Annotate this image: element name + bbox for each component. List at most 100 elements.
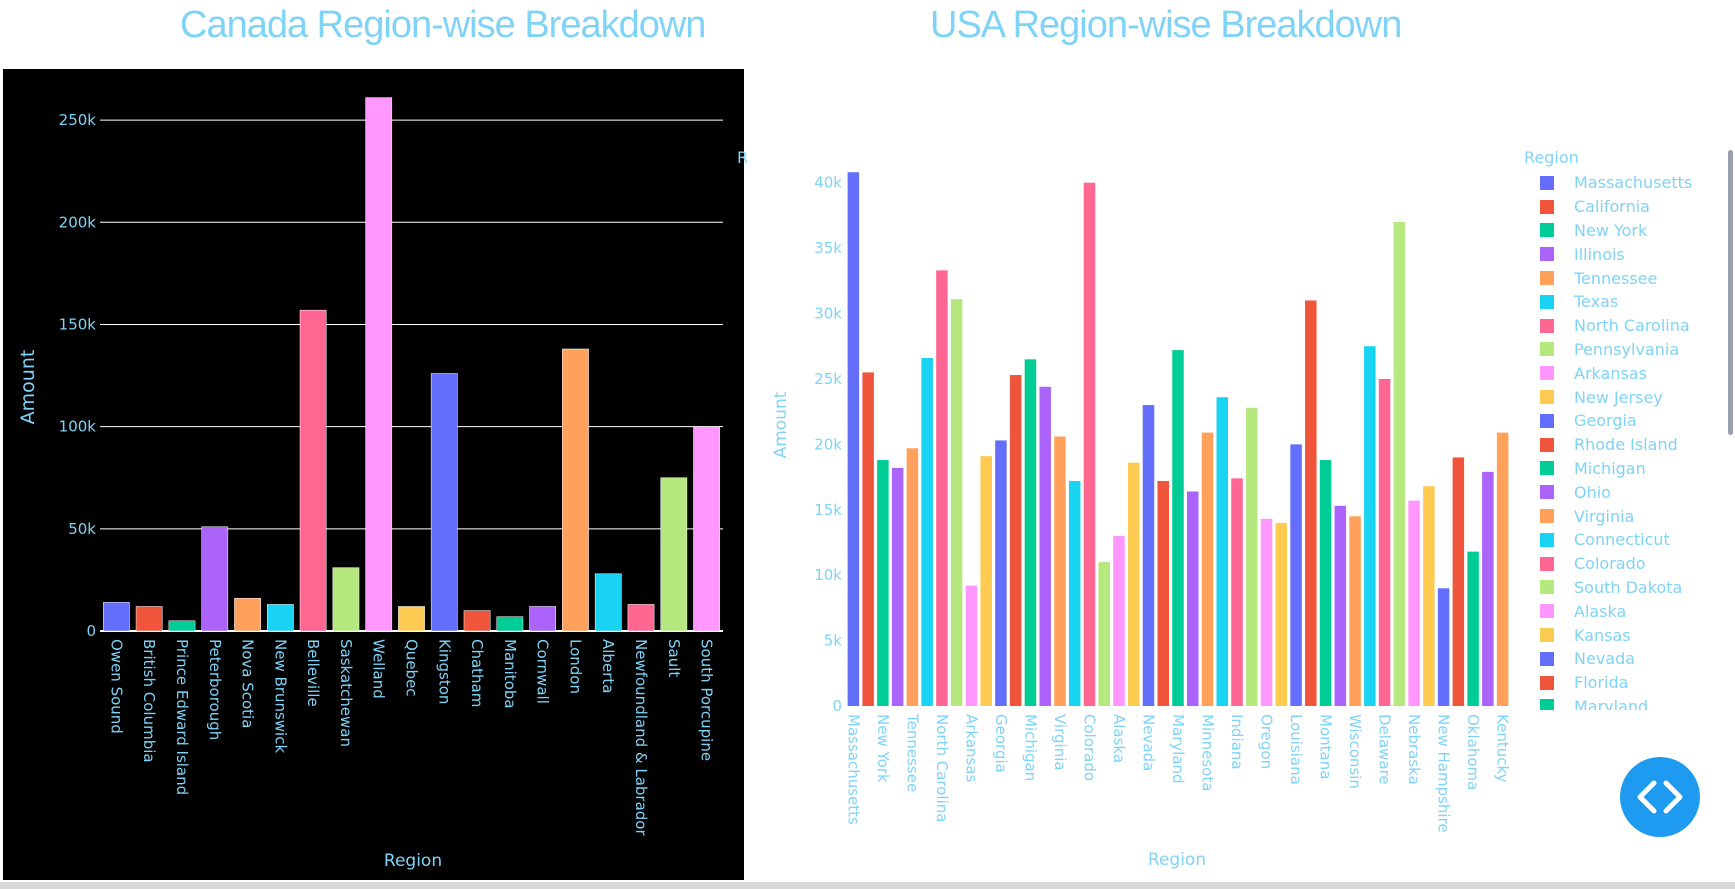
canada-bar [398,606,425,632]
usa-bar [1319,460,1332,706]
legend-scrollbar[interactable] [1728,150,1733,435]
usa-legend-label: Texas [1574,292,1619,312]
usa-legend-swatch [1540,485,1554,500]
usa-legend-label: Michigan [1574,458,1646,478]
usa-x-tick-label: Colorado [1080,714,1098,781]
usa-y-tick-label: 25k [814,370,842,388]
usa-legend-swatch [1540,366,1554,381]
usa-x-tick-label: Louisiana [1287,714,1305,785]
canada-bar [562,348,589,632]
usa-legend-item[interactable]: Arkansas [1524,361,1724,385]
usa-legend-item[interactable]: Rhode Island [1524,433,1724,457]
canada-bar [529,606,557,632]
horizontal-scrollbar[interactable] [0,882,1735,889]
code-toggle-button[interactable] [1620,757,1700,837]
usa-legend-item[interactable]: Florida [1524,671,1724,695]
canada-x-tick-label: Saskatchewan [337,639,355,747]
usa-legend-item[interactable]: Tennessee [1524,266,1724,290]
usa-legend-item[interactable]: Kansas [1524,623,1724,647]
canada-bar [135,606,163,632]
usa-legend-item[interactable]: Pennsylvania [1524,338,1724,362]
usa-bar [921,358,933,706]
usa-legend-swatch [1540,604,1554,619]
usa-legend-label: New York [1574,220,1648,240]
usa-bar [1172,350,1184,706]
canada-bar [365,97,393,632]
canada-x-tick-label: British Columbia [140,639,158,763]
usa-bar [1201,432,1214,706]
usa-legend-title: Region [1524,148,1579,167]
canada-x-tick-label: Manitoba [501,639,519,709]
usa-legend-item[interactable]: Illinois [1524,242,1724,266]
usa-legend-label: Florida [1574,673,1629,693]
usa-chart-title: USA Region-wise Breakdown [930,4,1402,46]
usa-legend-item[interactable]: Georgia [1524,409,1724,433]
usa-legend-label: California [1574,197,1650,217]
usa-legend-label: Connecticut [1574,530,1670,550]
usa-x-tick-label: Oklahoma [1464,714,1482,790]
usa-legend-swatch [1540,532,1554,547]
canada-x-tick-label: Owen Sound [107,639,125,734]
canada-x-tick-label: Chatham [468,639,486,707]
usa-legend-swatch [1540,223,1554,238]
usa-legend-item[interactable]: Maryland [1524,695,1724,710]
usa-y-tick-label: 5k [824,632,843,650]
usa-legend-item[interactable]: Virginia [1524,504,1724,528]
usa-legend-swatch [1540,342,1554,357]
usa-legend-item[interactable]: Alaska [1524,599,1724,623]
usa-bar [1216,397,1229,706]
usa-legend-item[interactable]: Connecticut [1524,528,1724,552]
usa-x-tick-label: Indiana [1228,714,1246,770]
usa-legend-swatch [1540,556,1554,571]
usa-legend-swatch [1540,247,1554,262]
canada-x-tick-label: London [566,639,584,694]
usa-legend-label: Nevada [1574,649,1636,669]
usa-bar [995,440,1007,706]
canada-y-tick-label: 250k [59,111,97,129]
usa-legend-item[interactable]: Colorado [1524,552,1724,576]
usa-legend-label: Alaska [1574,601,1627,621]
canada-x-tick-label: New Brunswick [271,639,289,753]
usa-y-axis-label: Amount [771,391,791,458]
usa-x-tick-label: Nebraska [1405,714,1423,785]
usa-legend-swatch [1540,390,1554,405]
usa-legend-item[interactable]: Ohio [1524,480,1724,504]
usa-bar [1068,480,1081,706]
usa-x-tick-label: Georgia [992,714,1010,773]
usa-bar [1378,378,1391,706]
usa-bar [1231,478,1243,706]
canada-y-axis-label: Amount [17,350,39,425]
usa-legend-item[interactable]: Texas [1524,290,1724,314]
usa-bar [1393,221,1406,706]
usa-legend-label: Ohio [1574,482,1611,502]
canada-x-tick-label: Welland [370,639,388,699]
usa-legend-label: Pennsylvania [1574,339,1680,359]
usa-legend-label: Rhode Island [1574,435,1678,455]
usa-legend-item[interactable]: California [1524,195,1724,219]
usa-x-tick-label: New York [874,714,892,783]
usa-bar [906,448,919,706]
usa-bar [1496,432,1509,706]
usa-x-tick-label: Nevada [1139,714,1157,771]
usa-legend-label: Kansas [1574,625,1631,645]
usa-legend-item[interactable]: Nevada [1524,647,1724,671]
canada-x-tick-label: Peterborough [206,639,224,740]
canada-x-tick-label: Nova Scotia [239,639,257,728]
usa-legend-item[interactable]: New York [1524,219,1724,243]
usa-legend-item[interactable]: Massachusetts [1524,171,1724,195]
usa-legend-items: Massachusetts California New York Illinois T… [1524,171,1724,710]
canada-y-tick-label: 100k [59,418,97,436]
canada-bar [693,426,720,632]
usa-legend-item[interactable]: North Carolina [1524,314,1724,338]
usa-bar [1098,562,1110,706]
usa-legend-item[interactable]: Michigan [1524,457,1724,481]
usa-bar [1364,346,1376,706]
usa-x-tick-label: Kentucky [1494,714,1512,783]
canada-bar [430,373,458,632]
usa-legend-swatch [1540,461,1554,476]
usa-legend: Region Massachusetts California New York Il… [1524,148,1724,710]
usa-y-tick-label: 15k [814,501,842,519]
usa-legend-item[interactable]: South Dakota [1524,576,1724,600]
usa-legend-item[interactable]: New Jersey [1524,385,1724,409]
usa-x-tick-label: Maryland [1169,714,1187,784]
